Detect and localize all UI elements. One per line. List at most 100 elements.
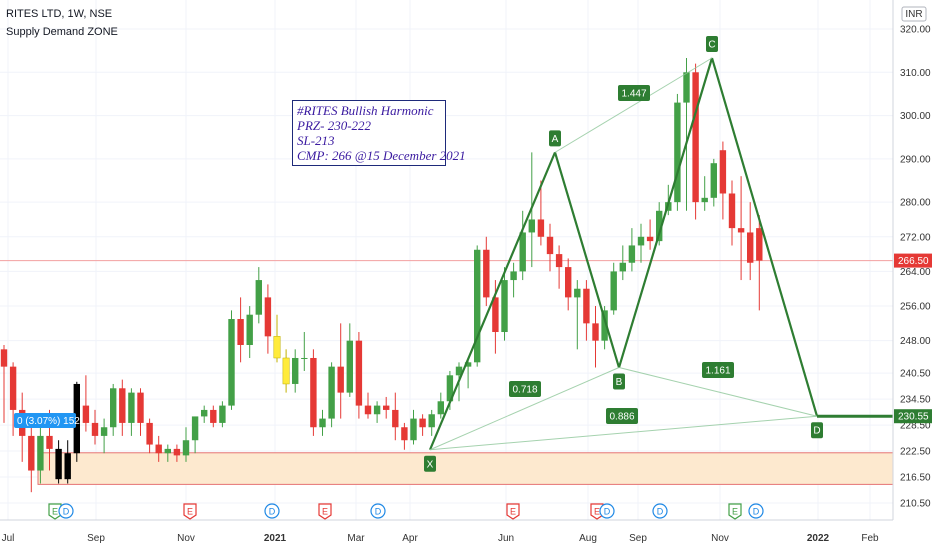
candle — [91, 409, 99, 445]
candle — [0, 345, 8, 423]
candle — [9, 362, 17, 436]
candle-body — [637, 236, 645, 246]
candle — [410, 409, 417, 445]
candle-body — [437, 401, 444, 415]
candle — [164, 444, 171, 462]
candle-body — [492, 297, 499, 333]
candle-body — [164, 448, 171, 454]
marker-letter: E — [52, 507, 58, 517]
candle — [437, 392, 444, 419]
candle — [701, 176, 708, 211]
candle-body — [246, 314, 253, 345]
x-tick-label: Jul — [2, 533, 15, 544]
marker-letter: D — [375, 507, 382, 517]
pattern-leg — [553, 152, 621, 368]
earnings-marker: E — [183, 503, 197, 520]
marker-letter: E — [732, 507, 738, 517]
candle-body — [656, 210, 663, 242]
candle-body — [383, 405, 390, 410]
candle-body — [264, 297, 272, 337]
candle — [710, 158, 717, 207]
candle-body — [519, 232, 526, 272]
candle — [155, 435, 162, 462]
x-tick-label: Nov — [711, 533, 729, 544]
point-label: A — [552, 134, 559, 145]
y-tick-label: 310.00 — [900, 68, 931, 79]
ratio-label: 1.447 — [618, 85, 650, 101]
candle — [483, 236, 490, 307]
pattern-leg — [618, 367, 818, 417]
y-tick-label: 320.00 — [900, 25, 931, 36]
candle-body — [674, 102, 681, 203]
candle-body — [337, 366, 344, 393]
point-label: C — [708, 40, 715, 51]
ratio-label: 1.161 — [702, 362, 734, 378]
y-tick-label: 240.50 — [900, 369, 931, 380]
candle — [328, 362, 335, 428]
candle — [728, 180, 736, 246]
x-tick-label: Jun — [498, 533, 514, 544]
marker-shape — [590, 503, 604, 520]
candle — [464, 357, 472, 389]
candle-body — [728, 193, 736, 229]
symbol-title: RITES LTD, 1W, NSE — [6, 8, 113, 20]
point-label: B — [616, 377, 623, 388]
marker-letter: E — [510, 507, 516, 517]
candle-body — [237, 319, 244, 345]
change-label: 0 (3.07%) 152 — [14, 413, 80, 428]
candle — [619, 245, 626, 281]
y-tick-label: 222.50 — [900, 447, 931, 458]
dividend-marker: D — [58, 503, 74, 519]
candle — [255, 267, 262, 324]
candle — [683, 58, 690, 211]
candle — [64, 440, 71, 484]
candle-body — [446, 375, 454, 402]
demand-zone — [37, 452, 894, 485]
candle-body — [565, 267, 572, 298]
candle-body — [219, 405, 226, 423]
candle — [201, 405, 208, 423]
candle — [610, 262, 617, 315]
earnings-marker: E — [590, 503, 604, 520]
change-text: 0 (3.07%) 152 — [17, 416, 80, 427]
candle-body — [273, 336, 281, 359]
candle-body — [574, 288, 581, 298]
candle — [210, 405, 217, 428]
candle — [119, 379, 126, 436]
candle — [301, 332, 308, 371]
candle — [583, 280, 590, 341]
marker-letter: D — [753, 507, 760, 517]
pattern-leg — [428, 151, 557, 451]
candle-body — [128, 392, 135, 423]
candle-body — [292, 357, 299, 384]
ratio-box — [618, 85, 650, 101]
candle — [237, 297, 244, 363]
point-box — [613, 373, 625, 390]
candle — [173, 444, 181, 462]
candle — [73, 381, 80, 462]
marker-letter: D — [63, 507, 70, 517]
candle — [37, 427, 44, 484]
d-level-tag-text: 230.55 — [898, 412, 929, 423]
candle — [428, 409, 435, 436]
candle — [510, 262, 517, 298]
y-tick-label: 264.00 — [900, 267, 931, 278]
last-price-tag-text: 266.50 — [898, 256, 929, 267]
candle-body — [692, 72, 699, 203]
candle-body — [228, 319, 235, 406]
candle — [646, 219, 654, 250]
note-line: SL-213 — [297, 133, 335, 148]
candle-body — [328, 366, 335, 419]
earnings-marker: E — [318, 503, 332, 520]
marker-letter: D — [604, 507, 611, 517]
pattern-point-x: X — [424, 455, 436, 472]
candle-body — [373, 405, 381, 415]
candle — [273, 314, 281, 363]
d-level-tag: 230.55 — [894, 409, 932, 424]
d-level-tag-box — [894, 409, 932, 424]
candle-body — [0, 349, 8, 367]
candle-body — [73, 383, 80, 454]
candle — [246, 306, 253, 358]
